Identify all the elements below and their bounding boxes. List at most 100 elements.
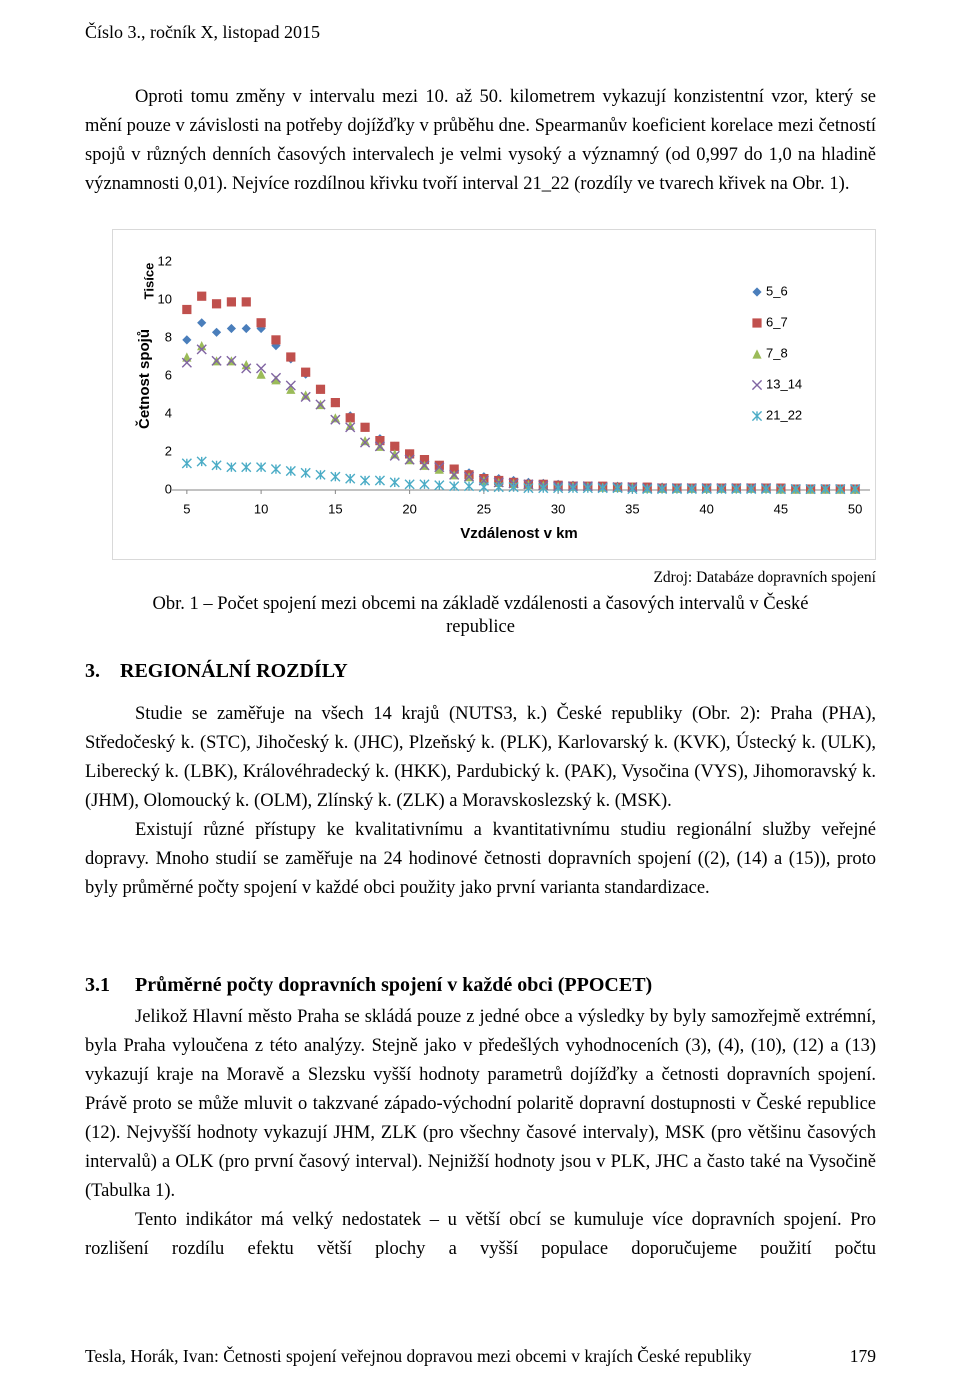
- marker: [835, 483, 846, 495]
- marker: [300, 391, 311, 402]
- marker: [567, 483, 579, 494]
- marker: [345, 413, 355, 423]
- legend-marker: [752, 287, 762, 297]
- marker: [478, 482, 489, 493]
- marker: [285, 465, 296, 477]
- marker: [627, 483, 638, 495]
- marker: [301, 390, 311, 400]
- y-axis-title: Četnost spojů: [135, 329, 153, 429]
- marker: [701, 483, 712, 495]
- marker: [256, 363, 267, 374]
- marker: [226, 297, 237, 307]
- section-number: 3.: [85, 660, 100, 682]
- marker: [612, 483, 623, 494]
- marker: [805, 483, 816, 495]
- x-tick-label: 50: [848, 501, 862, 516]
- marker: [345, 420, 355, 430]
- x-tick-label: 10: [254, 501, 268, 516]
- section-body: Studie se zaměřuje na všech 14 krajů (NU…: [85, 700, 876, 903]
- marker: [330, 414, 341, 425]
- marker: [538, 483, 549, 494]
- marker: [389, 450, 400, 461]
- x-tick-label: 25: [477, 501, 491, 516]
- marker: [790, 483, 801, 495]
- marker: [434, 462, 445, 473]
- marker: [300, 467, 311, 478]
- marker: [330, 413, 340, 423]
- paragraph: Tento indikátor má velký nedostatek – u …: [85, 1210, 876, 1259]
- marker: [449, 469, 460, 480]
- running-header: Číslo 3., ročník X, listopad 2015: [85, 22, 320, 42]
- x-tick-label: 20: [402, 501, 416, 516]
- section-body: Jelikož Hlavní město Praha se skládá pou…: [85, 1003, 876, 1264]
- marker: [330, 398, 340, 408]
- marker: [285, 380, 296, 391]
- legend-marker: [751, 379, 763, 391]
- marker: [404, 479, 415, 490]
- marker: [345, 422, 356, 433]
- marker: [375, 436, 385, 446]
- marker: [463, 481, 475, 492]
- y-tick-label: 4: [165, 405, 172, 420]
- marker: [360, 436, 370, 446]
- marker: [775, 483, 786, 495]
- marker: [434, 480, 445, 491]
- legend-label: 5_6: [766, 283, 788, 298]
- marker: [508, 482, 519, 493]
- marker: [271, 375, 281, 385]
- marker: [211, 460, 222, 471]
- marker: [360, 422, 370, 432]
- marker: [493, 482, 504, 493]
- marker: [286, 352, 296, 362]
- marker: [760, 483, 772, 495]
- marker: [716, 483, 727, 495]
- x-tick-label: 5: [183, 501, 190, 516]
- marker: [390, 449, 400, 459]
- marker: [582, 483, 593, 494]
- section-title: REGIONÁLNÍ ROZDÍLY: [120, 660, 348, 682]
- marker: [374, 441, 386, 452]
- x-tick-label: 35: [625, 501, 639, 516]
- marker: [197, 291, 207, 301]
- x-tick-label: 30: [551, 501, 565, 516]
- marker: [241, 363, 252, 374]
- marker: [449, 481, 460, 492]
- marker: [820, 483, 831, 495]
- marker: [286, 384, 296, 394]
- marker: [330, 471, 341, 482]
- marker: [241, 297, 251, 307]
- marker: [226, 355, 237, 366]
- marker: [449, 464, 459, 474]
- x-tick-label: 45: [774, 501, 788, 516]
- marker: [256, 318, 266, 328]
- marker: [374, 475, 386, 486]
- paragraph: Studie se zaměřuje na všech 14 krajů (NU…: [85, 704, 876, 811]
- marker: [226, 323, 237, 334]
- marker: [731, 483, 742, 495]
- marker: [686, 483, 697, 495]
- marker: [434, 464, 444, 474]
- figure-source: Zdroj: Databáze dopravních spojení: [653, 569, 876, 586]
- marker: [315, 399, 326, 410]
- marker: [642, 483, 653, 495]
- marker: [345, 473, 356, 484]
- legend-marker: [751, 410, 763, 422]
- footer-citation: Tesla, Horák, Ivan: Četnosti spojení veř…: [85, 1346, 752, 1366]
- marker: [463, 471, 475, 482]
- marker: [181, 357, 192, 368]
- marker: [182, 304, 192, 315]
- figure-caption: Obr. 1 – Počet spojení mezi obcemi na zá…: [152, 594, 809, 637]
- paragraph: Jelikož Hlavní město Praha se skládá pou…: [85, 1007, 876, 1201]
- legend-marker: [752, 349, 762, 359]
- marker: [271, 335, 281, 345]
- paragraph: Existují různé přístupy ke kvalitativním…: [85, 820, 876, 898]
- marker: [746, 483, 757, 495]
- marker: [404, 454, 415, 465]
- legend-label: 21_22: [766, 407, 802, 422]
- marker: [359, 475, 371, 486]
- marker: [241, 323, 251, 334]
- marker: [211, 355, 222, 366]
- legend-label: 7_8: [766, 345, 788, 360]
- y-axis-unit: Tisíce: [141, 263, 156, 300]
- marker: [405, 449, 415, 459]
